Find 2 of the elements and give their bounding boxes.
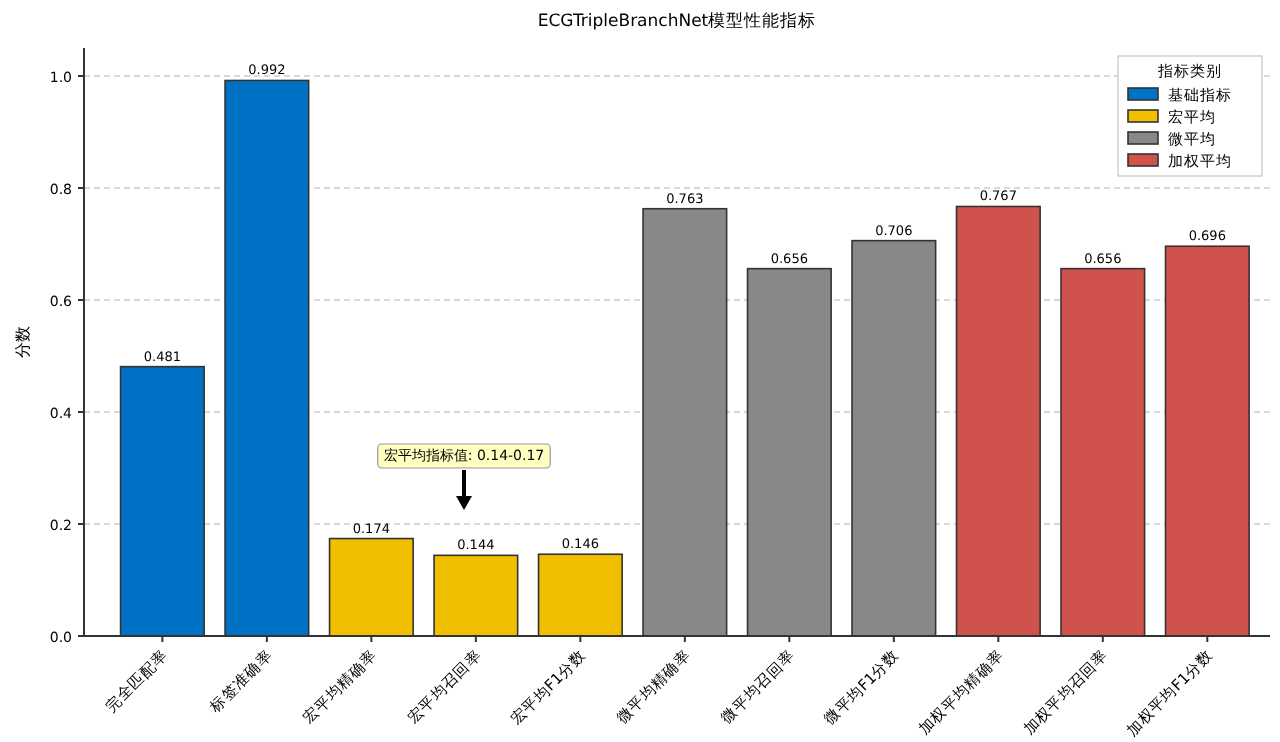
chart-title: ECGTripleBranchNet模型性能指标 (537, 10, 817, 32)
y-axis-title: 分数 (14, 326, 32, 358)
